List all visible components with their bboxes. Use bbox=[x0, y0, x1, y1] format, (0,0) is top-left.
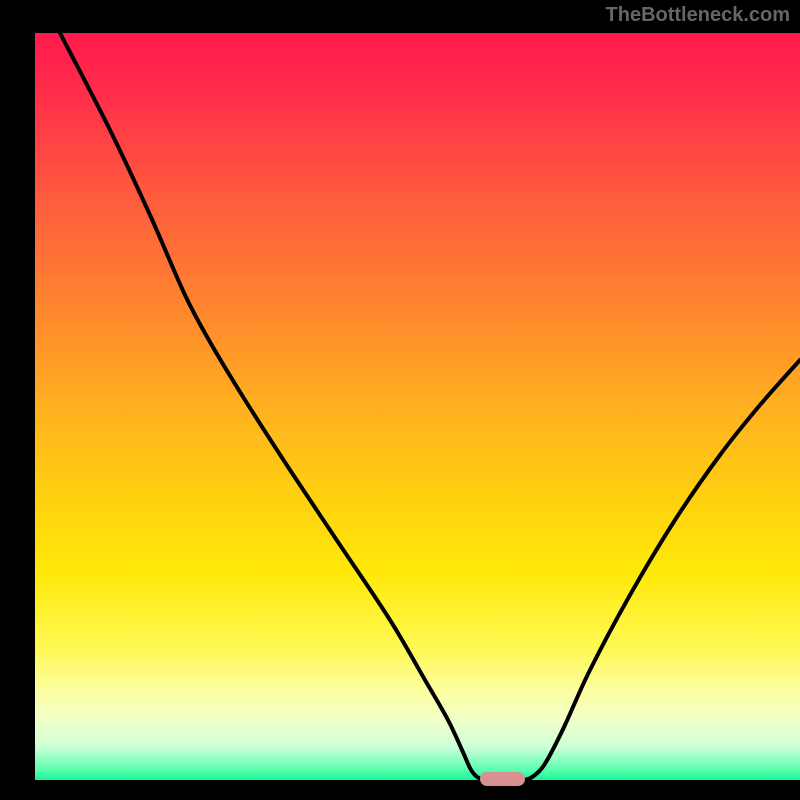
chart-plot-area bbox=[0, 0, 800, 800]
chart-svg bbox=[0, 0, 800, 800]
chart-container: TheBottleneck.com bbox=[0, 0, 800, 800]
marker-pill bbox=[480, 772, 525, 786]
watermark-text: TheBottleneck.com bbox=[606, 4, 790, 27]
